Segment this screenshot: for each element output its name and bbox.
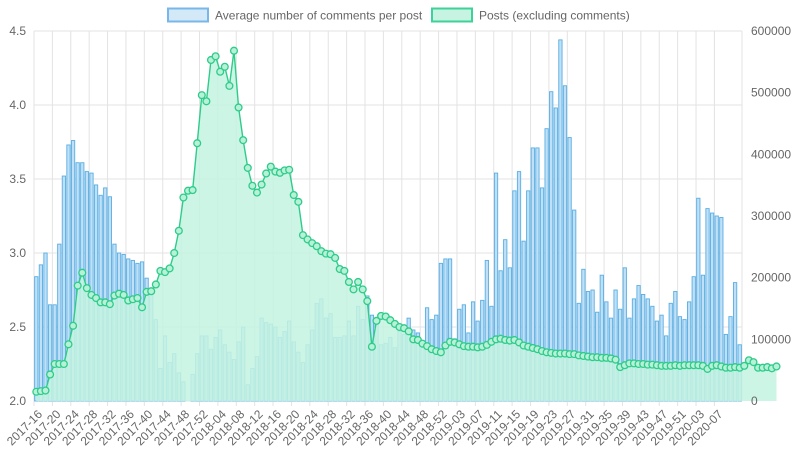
posts-point [202,97,211,106]
posts-point [349,285,358,294]
bar [38,264,44,402]
bar [43,252,48,402]
posts-point [354,277,363,287]
posts-point [262,169,271,178]
y-left-tick-label: 4.0 [9,98,26,112]
posts-point [82,284,91,293]
posts-point [372,316,381,325]
y-left-tick-label: 3.0 [9,246,26,260]
posts-point [119,290,128,299]
legend: Average number of comments per post Posts… [167,7,630,23]
y-left-tick-label: 3.5 [9,172,26,186]
y-right-tick-label: 100000 [751,332,791,346]
posts-point [749,358,758,367]
posts-point [69,321,78,330]
posts-point [147,287,156,296]
posts-point [229,46,239,55]
y-right-tick-label: 0 [751,394,758,408]
posts-point [285,165,294,174]
posts-point [46,370,55,379]
posts-point [248,181,257,190]
posts-point [239,136,248,145]
legend-swatch [167,7,209,23]
posts-point [234,103,243,112]
posts-point [404,327,413,336]
posts-point [165,264,174,273]
y-right-tick-label: 300000 [751,209,791,223]
posts-point [137,303,147,312]
posts-point [59,359,68,369]
posts-point [105,300,114,309]
legend-swatch [431,7,473,23]
y-left-tick-label: 4.5 [9,24,26,38]
posts-point [174,226,183,235]
posts-point [179,193,188,202]
y-right-tick-label: 200000 [751,271,791,285]
posts-point [243,163,252,172]
posts-area-fill [36,50,777,401]
line-series-posts [32,46,781,401]
posts-point [740,361,749,370]
posts-point [331,253,340,262]
posts-point [340,266,349,275]
legend-label: Posts (excluding comments) [479,9,630,23]
posts-point [188,186,197,195]
posts-point [78,268,87,277]
posts-point [252,188,262,197]
posts-point [216,67,225,76]
y-right-tick-label: 600000 [751,24,791,38]
posts-point [289,190,298,200]
posts-point [211,52,220,61]
posts-point [170,248,179,258]
posts-point [220,62,229,71]
posts-point [64,340,73,349]
posts-point [151,280,160,289]
posts-point [344,277,353,287]
y-right-tick-label: 500000 [751,86,791,100]
bar [558,39,563,402]
legend-label: Average number of comments per post [215,9,423,23]
y-right-tick-label: 400000 [751,147,791,161]
posts-point [193,139,202,148]
posts-point [41,386,50,395]
posts-point [358,285,367,294]
posts-point [772,362,781,371]
posts-point [312,242,321,251]
y-left-tick-label: 2.5 [9,320,26,334]
bar [34,276,39,402]
posts-point [73,281,82,290]
posts-point [266,162,275,171]
posts-point [225,81,234,90]
posts-point [197,91,206,100]
y-left-tick-label: 2.0 [9,394,26,408]
posts-point [367,342,376,351]
posts-point [436,348,445,357]
posts-point [611,355,620,364]
posts-point [133,293,142,303]
posts-point [363,297,372,306]
posts-point [294,197,303,206]
posts-point [257,180,266,189]
